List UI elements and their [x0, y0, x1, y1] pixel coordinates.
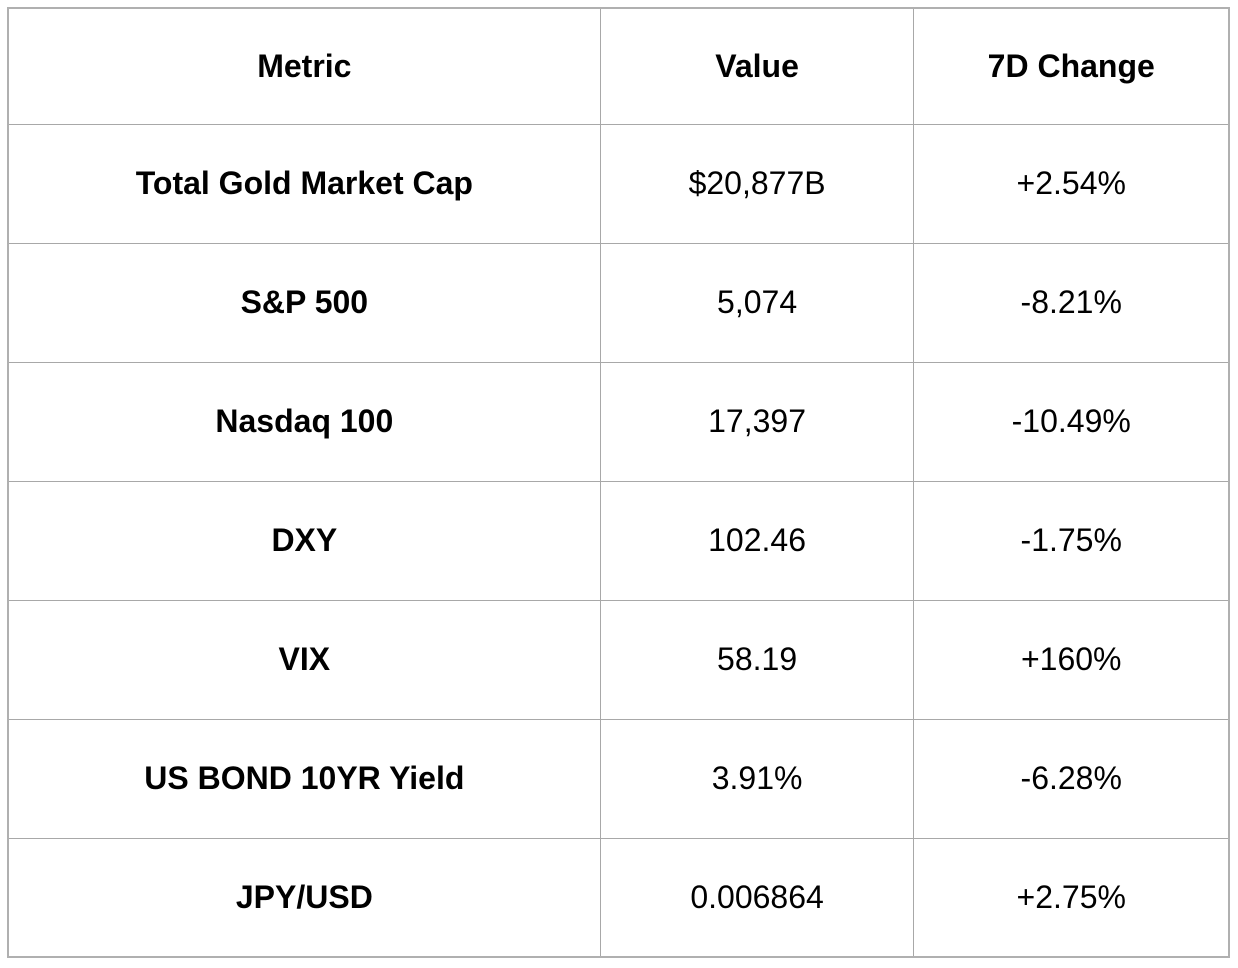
table-body: Total Gold Market Cap $20,877B +2.54% S&…: [7, 123, 1230, 958]
metric-name: Total Gold Market Cap: [7, 123, 601, 244]
metric-value: 0.006864: [599, 837, 915, 958]
table-row: Nasdaq 100 17,397 -10.49%: [7, 361, 1230, 482]
metric-value: 5,074: [599, 242, 915, 363]
metric-name: S&P 500: [7, 242, 601, 363]
header-metric: Metric: [7, 7, 601, 125]
metric-value: 102.46: [599, 480, 915, 601]
header-7d-change: 7D Change: [913, 7, 1230, 125]
table-row: DXY 102.46 -1.75%: [7, 480, 1230, 601]
metric-7d-change: +160%: [913, 599, 1230, 720]
table-row: S&P 500 5,074 -8.21%: [7, 242, 1230, 363]
metric-7d-change: +2.75%: [913, 837, 1230, 958]
table-row: US BOND 10YR Yield 3.91% -6.28%: [7, 718, 1230, 839]
metric-7d-change: -10.49%: [913, 361, 1230, 482]
metric-name: JPY/USD: [7, 837, 601, 958]
header-value: Value: [599, 7, 915, 125]
header-row: Metric Value 7D Change: [7, 7, 1230, 125]
metric-value: 58.19: [599, 599, 915, 720]
metric-value: $20,877B: [599, 123, 915, 244]
metric-name: VIX: [7, 599, 601, 720]
metric-name: DXY: [7, 480, 601, 601]
market-metrics-table: Metric Value 7D Change Total Gold Market…: [7, 7, 1230, 958]
metric-name: Nasdaq 100: [7, 361, 601, 482]
metric-7d-change: -8.21%: [913, 242, 1230, 363]
metric-value: 3.91%: [599, 718, 915, 839]
table-row: VIX 58.19 +160%: [7, 599, 1230, 720]
table-row: Total Gold Market Cap $20,877B +2.54%: [7, 123, 1230, 244]
table-header: Metric Value 7D Change: [7, 7, 1230, 125]
metric-7d-change: -6.28%: [913, 718, 1230, 839]
metric-value: 17,397: [599, 361, 915, 482]
metric-7d-change: +2.54%: [913, 123, 1230, 244]
table-row: JPY/USD 0.006864 +2.75%: [7, 837, 1230, 958]
metric-name: US BOND 10YR Yield: [7, 718, 601, 839]
metric-7d-change: -1.75%: [913, 480, 1230, 601]
